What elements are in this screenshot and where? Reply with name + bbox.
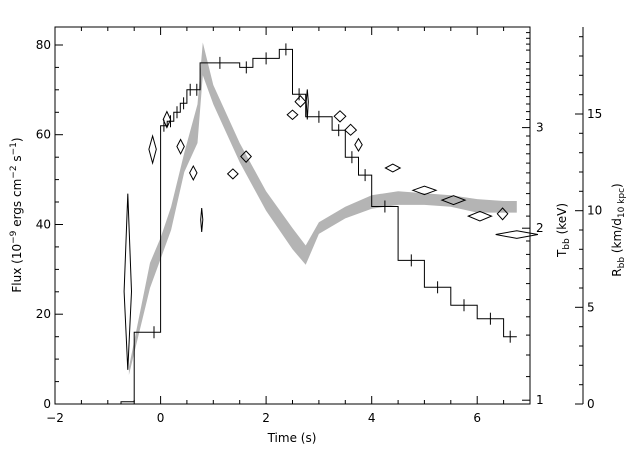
- radius-tick-label: 5: [587, 300, 595, 314]
- radius-label-unit-sub: 10 kpc: [617, 188, 627, 218]
- radius-label-unit-start: (km/d: [610, 218, 624, 257]
- temperature-diamond-layer: [123, 89, 538, 370]
- y-left-tick-label: 80: [36, 38, 51, 52]
- y-left-label-sup2: −2: [9, 165, 19, 178]
- y-left-tick-label: 0: [43, 397, 51, 411]
- temperature-diamond: [384, 163, 402, 173]
- temperature-diamond: [294, 95, 307, 108]
- radius-axis-label: Rbb (km/d10 kpc): [610, 183, 627, 276]
- temperature-label-main: T: [555, 249, 569, 258]
- temperature-tick-label: 3: [536, 121, 544, 135]
- temperature-tick-label: 1: [536, 393, 544, 407]
- y-left-tick-label: 60: [36, 128, 51, 142]
- x-tick-label: 6: [473, 411, 481, 425]
- temperature-diamond: [240, 150, 252, 163]
- y-left-label-mid: ergs cm: [10, 179, 24, 231]
- temperature-diamond: [189, 164, 198, 181]
- temperature-diamond: [440, 195, 467, 206]
- y-left-tick-label: 20: [36, 307, 51, 321]
- radius-band-layer: [128, 42, 517, 375]
- flux-histogram-layer: [120, 43, 517, 404]
- radius-tick-label: 15: [587, 107, 602, 121]
- temperature-axis-label: Tbb (keV): [555, 203, 572, 258]
- temperature-tick-label: 2: [536, 221, 544, 235]
- y-left-tick-label: 40: [36, 218, 51, 232]
- y-left-label-sup3: −1: [9, 142, 19, 155]
- radius-tick-label: 10: [587, 204, 602, 218]
- y-left-label-sup1: −9: [9, 230, 19, 244]
- temperature-diamond: [411, 185, 438, 196]
- x-axis-label: Time (s): [267, 431, 317, 445]
- temperature-diamond: [305, 89, 309, 120]
- temperature-diamond: [495, 230, 538, 239]
- temperature-diamond: [333, 110, 347, 123]
- radius-label-main: R: [610, 268, 624, 276]
- x-tick-label: −2: [46, 411, 64, 425]
- temperature-diamond: [176, 138, 185, 155]
- temperature-diamond: [226, 168, 239, 180]
- temperature-diamond: [344, 123, 358, 136]
- temperature-diamond: [162, 110, 172, 129]
- temperature-label-unit: (keV): [555, 203, 569, 238]
- y-left-label-main: Flux (10: [10, 244, 24, 293]
- temperature-diamond: [123, 193, 133, 370]
- y-left-axis-label: Flux (10−9 ergs cm−2 s−1): [9, 137, 24, 292]
- x-tick-label: 2: [262, 411, 270, 425]
- radius-label-sub: bb: [617, 257, 627, 269]
- radius-label-unit-end: ): [610, 183, 624, 188]
- y-left-label-mid2: s: [10, 155, 24, 165]
- temperature-label-sub: bb: [562, 238, 572, 250]
- radius-tick-label: 0: [587, 397, 595, 411]
- temperature-diamond: [148, 134, 157, 166]
- temperature-diamond: [286, 109, 299, 121]
- temperature-diamond: [466, 210, 493, 222]
- temperature-diamond: [354, 137, 363, 152]
- temperature-diamond: [200, 207, 204, 233]
- x-tick-label: 0: [157, 411, 165, 425]
- x-tick-label: 4: [368, 411, 376, 425]
- radius-band: [128, 42, 517, 375]
- flux-histogram-line: [120, 48, 517, 404]
- temperature-diamond: [496, 207, 509, 221]
- y-left-label-end: ): [10, 137, 24, 142]
